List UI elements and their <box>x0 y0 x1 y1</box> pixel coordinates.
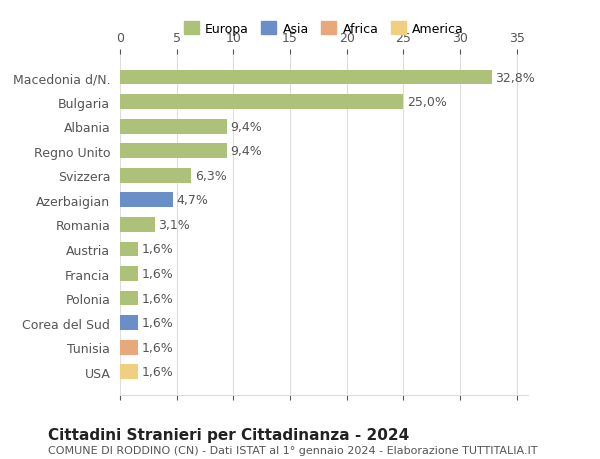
Bar <box>120 193 173 208</box>
Text: Cittadini Stranieri per Cittadinanza - 2024: Cittadini Stranieri per Cittadinanza - 2… <box>48 427 409 442</box>
Bar <box>120 242 138 257</box>
Text: 9,4%: 9,4% <box>230 120 262 134</box>
Bar <box>120 364 138 379</box>
Text: 1,6%: 1,6% <box>142 292 173 305</box>
Text: 4,7%: 4,7% <box>176 194 209 207</box>
Bar <box>120 168 191 183</box>
Text: 1,6%: 1,6% <box>142 268 173 280</box>
Text: 6,3%: 6,3% <box>195 169 227 182</box>
Bar <box>120 144 227 159</box>
Bar <box>120 71 492 85</box>
Text: 25,0%: 25,0% <box>407 96 446 109</box>
Bar <box>120 218 155 232</box>
Text: 3,1%: 3,1% <box>158 218 190 231</box>
Text: 9,4%: 9,4% <box>230 145 262 158</box>
Text: COMUNE DI RODDINO (CN) - Dati ISTAT al 1° gennaio 2024 - Elaborazione TUTTITALIA: COMUNE DI RODDINO (CN) - Dati ISTAT al 1… <box>48 445 538 455</box>
Text: 1,6%: 1,6% <box>142 341 173 354</box>
Bar <box>120 95 403 110</box>
Text: 1,6%: 1,6% <box>142 365 173 378</box>
Legend: Europa, Asia, Africa, America: Europa, Asia, Africa, America <box>179 17 469 41</box>
Bar <box>120 316 138 330</box>
Bar <box>120 291 138 306</box>
Bar <box>120 340 138 355</box>
Bar <box>120 267 138 281</box>
Bar <box>120 119 227 134</box>
Text: 1,6%: 1,6% <box>142 243 173 256</box>
Text: 32,8%: 32,8% <box>495 72 535 84</box>
Text: 1,6%: 1,6% <box>142 316 173 330</box>
